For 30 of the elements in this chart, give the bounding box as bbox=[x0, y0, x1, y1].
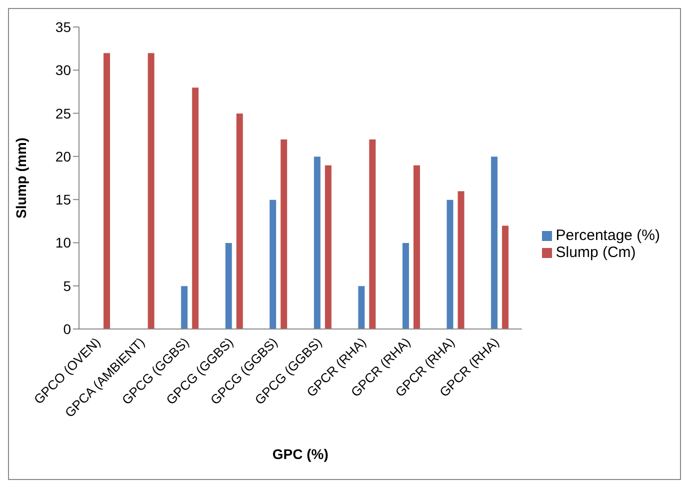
y-tick-label: 25 bbox=[55, 105, 72, 122]
legend-label: Percentage (%) bbox=[556, 227, 660, 244]
y-tick-label: 15 bbox=[55, 192, 72, 208]
y-tick-label: 0 bbox=[63, 320, 72, 337]
bar bbox=[103, 52, 111, 329]
bar bbox=[490, 156, 498, 329]
bar bbox=[236, 113, 244, 329]
y-tick-label: 35 bbox=[55, 18, 72, 35]
legend-label: Slump (Cm) bbox=[556, 244, 636, 261]
x-axis-title: GPC (%) bbox=[272, 446, 328, 462]
y-axis-title: Slump (mm) bbox=[12, 138, 29, 218]
y-tick-label: 20 bbox=[55, 148, 72, 164]
bar bbox=[180, 286, 188, 329]
bar bbox=[412, 164, 420, 329]
bar bbox=[269, 199, 277, 329]
bar bbox=[324, 164, 332, 329]
bar bbox=[224, 242, 232, 329]
bar bbox=[313, 156, 321, 329]
bar bbox=[280, 138, 288, 329]
bar bbox=[402, 242, 410, 329]
bar bbox=[502, 225, 510, 329]
bar bbox=[192, 87, 200, 329]
bar bbox=[446, 199, 454, 329]
y-tick-label: 5 bbox=[63, 278, 72, 294]
bar bbox=[457, 190, 465, 329]
bar bbox=[368, 138, 376, 329]
y-tick-label: 10 bbox=[55, 234, 72, 251]
bar bbox=[358, 286, 366, 329]
bar bbox=[147, 52, 155, 329]
y-tick-label: 30 bbox=[55, 62, 72, 78]
